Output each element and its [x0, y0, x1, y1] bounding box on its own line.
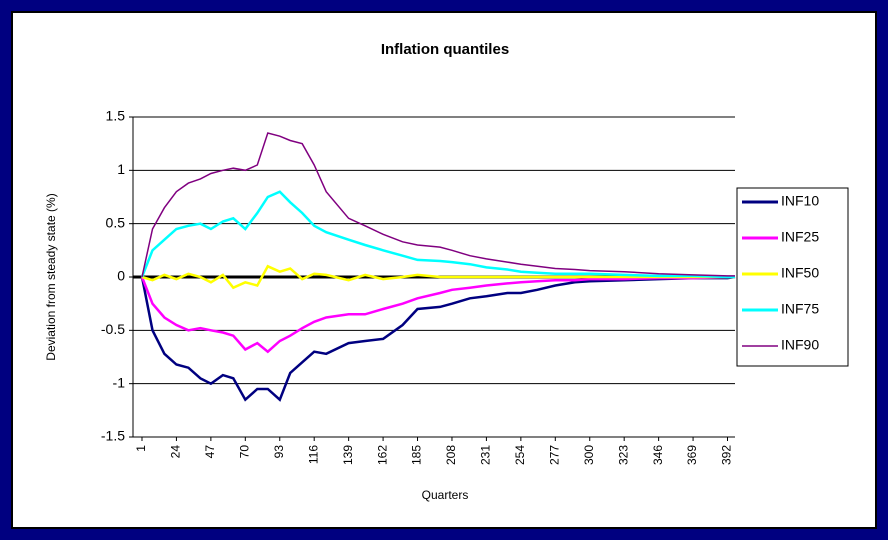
x-tick-label: 1 [134, 445, 148, 452]
legend-label: INF75 [781, 301, 819, 317]
x-tick-label: 346 [651, 445, 665, 465]
x-tick-label: 47 [203, 445, 217, 459]
x-tick-label: 392 [720, 445, 734, 465]
series-line [141, 132, 735, 278]
chart-area [11, 11, 877, 529]
x-tick-label: 162 [375, 445, 389, 465]
series-line [140, 190, 735, 279]
y-axis-label: Deviation from steady state (%) [44, 193, 58, 360]
x-tick-label: 208 [444, 445, 458, 465]
x-tick-label: 254 [513, 445, 527, 465]
chart-title: Inflation quantiles [381, 41, 509, 58]
legend-label: INF90 [781, 337, 819, 353]
x-tick-label: 70 [237, 445, 251, 459]
x-tick-label: 139 [341, 445, 355, 465]
x-axis-label: Quarters [422, 488, 469, 502]
legend-label: INF10 [781, 193, 819, 209]
x-tick-label: 116 [306, 445, 320, 464]
legend-label: INF25 [781, 229, 819, 245]
series-line [140, 275, 736, 402]
x-tick-label: 185 [410, 445, 424, 465]
y-tick-label: 1.5 [106, 108, 126, 124]
y-tick-label: 1 [117, 161, 125, 177]
x-tick-label: 300 [582, 445, 596, 465]
x-tick-label: 369 [685, 445, 699, 465]
series-line [140, 275, 735, 354]
y-tick-label: 0 [117, 268, 125, 284]
legend-label: INF50 [781, 265, 819, 281]
x-tick-label: 277 [547, 445, 561, 465]
y-tick-label: -1.5 [101, 428, 125, 444]
x-tick-label: 231 [479, 445, 493, 465]
series-line [141, 264, 735, 290]
y-tick-label: -1 [113, 374, 126, 390]
x-tick-label: 323 [616, 445, 630, 465]
x-tick-label: 93 [272, 445, 286, 459]
legend [736, 187, 849, 367]
x-tick-label: 24 [169, 445, 183, 459]
y-tick-label: -0.5 [101, 321, 125, 337]
y-tick-label: 0.5 [106, 214, 126, 230]
